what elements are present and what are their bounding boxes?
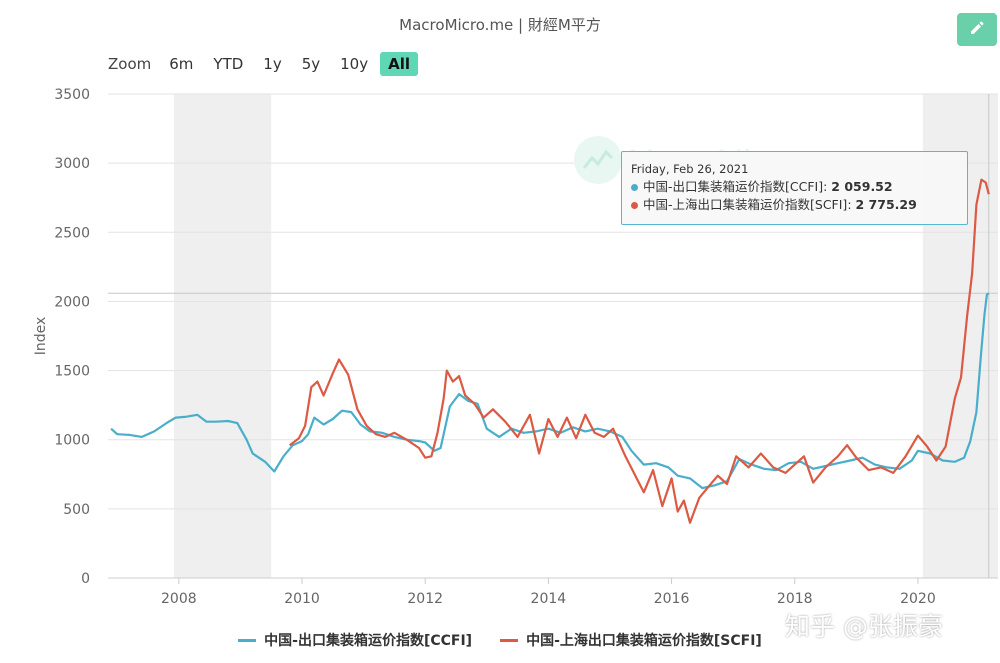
y-tick-label: 1500: [54, 364, 90, 380]
pencil-icon: [969, 20, 985, 40]
shaded-period-0: [173, 94, 272, 578]
edit-button[interactable]: [957, 13, 997, 46]
tooltip-row-scfi: 中国-上海出口集装箱运价指数[SCFI]: 2 775.29: [631, 196, 958, 214]
tooltip-row-ccfi: 中国-出口集装箱运价指数[CCFI]: 2 059.52: [631, 178, 958, 196]
chart-source-title: MacroMicro.me | 財經M平方: [399, 16, 601, 34]
zoom-label: Zoom: [108, 55, 152, 73]
x-tick-label: 2016: [654, 591, 690, 607]
data-tooltip: Friday, Feb 26, 2021 中国-出口集装箱运价指数[CCFI]:…: [621, 151, 968, 225]
zoom-10y-button[interactable]: 10y: [340, 55, 369, 73]
tooltip-scfi-name: 中国-上海出口集装箱运价指数[SCFI]: [643, 197, 848, 212]
zoom-1y-button[interactable]: 1y: [263, 55, 282, 73]
legend-item-ccfi[interactable]: 中国-出口集装箱运价指数[CCFI]: [238, 630, 472, 650]
legend-label-ccfi: 中国-出口集装箱运价指数[CCFI]: [264, 633, 473, 649]
zoom-6m-button[interactable]: 6m: [169, 55, 194, 73]
zoom-all-button[interactable]: All: [380, 52, 419, 76]
y-tick-label: 500: [63, 502, 90, 518]
y-tick-label: 2500: [54, 225, 90, 241]
series-line-scfi[interactable]: [289, 178, 990, 524]
zoom-5y-button[interactable]: 5y: [301, 55, 321, 73]
x-tick-label: 2010: [284, 591, 320, 607]
legend-label-scfi: 中国-上海出口集装箱运价指数[SCFI]: [526, 633, 762, 649]
zoom-bar: Zoom 6m YTD 1y 5y 10y All: [108, 52, 422, 76]
scfi-dot-icon: [631, 202, 638, 209]
chart-legend: 中国-出口集装箱运价指数[CCFI] 中国-上海出口集装箱运价指数[SCFI]: [0, 630, 1000, 650]
x-tick-label: 2020: [900, 591, 936, 607]
y-axis-label: Index: [33, 317, 49, 356]
y-tick-label: 3500: [54, 87, 90, 103]
legend-item-scfi[interactable]: 中国-上海出口集装箱运价指数[SCFI]: [500, 630, 762, 650]
corner-watermark: 知乎 @张振豪: [785, 612, 943, 641]
y-tick-label: 0: [81, 571, 90, 587]
series-line-ccfi[interactable]: [110, 292, 990, 490]
y-tick-label: 1000: [54, 433, 90, 449]
x-tick-label: 2012: [407, 591, 443, 607]
y-tick-label: 2000: [54, 294, 90, 310]
x-tick-label: 2014: [531, 591, 567, 607]
y-tick-label: 3000: [54, 156, 90, 172]
tooltip-scfi-value: 2 775.29: [855, 197, 917, 212]
tooltip-ccfi-name: 中国-出口集装箱运价指数[CCFI]: [643, 179, 824, 194]
x-tick-label: 2008: [161, 591, 197, 607]
legend-swatch-ccfi: [238, 638, 257, 642]
ccfi-dot-icon: [631, 184, 638, 191]
x-tick-label: 2018: [777, 591, 813, 607]
zoom-ytd-button[interactable]: YTD: [213, 55, 244, 73]
tooltip-ccfi-value: 2 059.52: [831, 179, 893, 194]
legend-swatch-scfi: [500, 638, 519, 642]
tooltip-date: Friday, Feb 26, 2021: [631, 162, 749, 176]
